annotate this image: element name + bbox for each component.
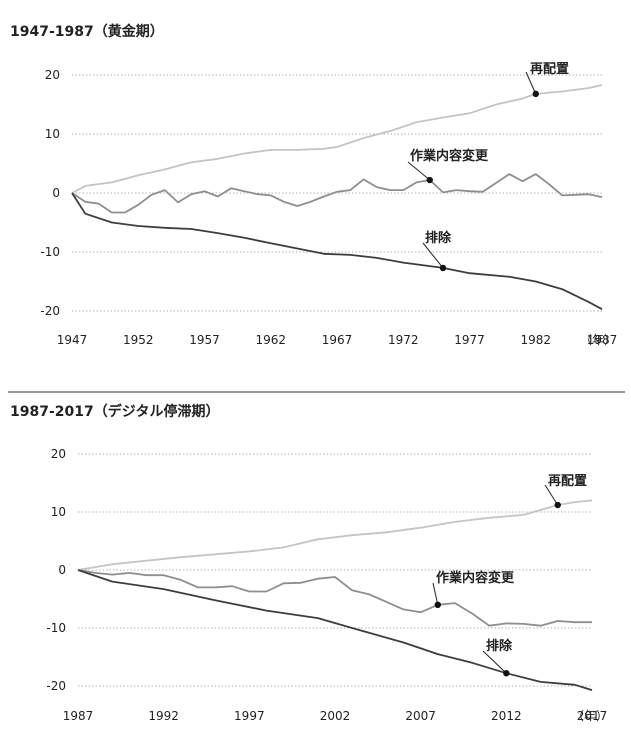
y-tick-label: 20: [51, 447, 66, 461]
x-tick-label: 1957: [189, 333, 220, 347]
y-tick-label: -20: [46, 679, 66, 693]
y-tick-label: 0: [52, 186, 60, 200]
label-leader-line: [525, 71, 537, 95]
x-tick-label: 1992: [148, 709, 179, 723]
panel-title: 1947-1987（黄金期）: [10, 23, 164, 40]
y-tick-label: -10: [46, 621, 66, 635]
series-line: [77, 569, 593, 691]
panel-title: 1987-2017（デジタル停滞期）: [10, 403, 219, 420]
x-tick-label: 1987: [587, 333, 618, 347]
gridlines: [78, 453, 592, 687]
x-tick-label: 1972: [388, 333, 419, 347]
x-tick-label: 2007: [405, 709, 436, 723]
x-tick-label: 1977: [454, 333, 485, 347]
x-tick-label: 1982: [520, 333, 551, 347]
x-tick-label: 2017: [577, 709, 608, 723]
series-lines: [71, 84, 603, 310]
series-label: 作業内容変更: [436, 570, 515, 586]
y-tick-label: -10: [40, 245, 60, 259]
x-axis-ticks: 1947 1952 1957 1962 1967 1972 1977 1982 1987: [57, 333, 618, 347]
x-tick-label: 1987: [63, 709, 94, 723]
y-tick-label: -20: [40, 304, 60, 318]
y-axis-ticks: 20 10 0 -10 -20: [46, 447, 66, 693]
y-tick-label: 20: [45, 68, 60, 82]
x-tick-label: 1997: [234, 709, 265, 723]
y-axis-ticks: 20 10 0 -10 -20: [40, 68, 60, 318]
label-leader-line: [432, 582, 439, 605]
series-line: [77, 499, 593, 571]
series-line: [77, 569, 592, 627]
x-tick-label: 2002: [320, 709, 351, 723]
series-marker-dot: [532, 90, 539, 98]
x-tick-label: 1967: [322, 333, 353, 347]
series-label: 再配置: [548, 474, 587, 489]
x-axis-unit: （年）: [580, 333, 616, 347]
series-marker-dot: [434, 601, 441, 608]
series-line: [71, 173, 603, 214]
label-leader-line: [422, 242, 444, 269]
series-marker-dot: [554, 501, 561, 509]
x-tick-label: 1962: [255, 333, 286, 347]
series-marker-dot: [426, 176, 433, 184]
label-leader-line: [482, 650, 507, 674]
label-leader-line: [407, 161, 431, 181]
y-tick-label: 10: [51, 505, 66, 519]
series-line: [71, 192, 603, 310]
series-line: [71, 84, 603, 194]
series-label: 再配置: [530, 62, 569, 77]
label-leader-line: [544, 484, 559, 506]
gridlines: [72, 74, 602, 312]
series-lines: [77, 499, 593, 691]
series-label: 作業内容変更: [410, 148, 489, 164]
x-tick-label: 2012: [491, 709, 522, 723]
x-axis-unit: （年）: [572, 709, 608, 723]
x-tick-label: 1947: [57, 333, 88, 347]
series-marker-dot: [503, 670, 510, 677]
y-tick-label: 10: [45, 127, 60, 141]
series-label: 排除: [425, 230, 452, 246]
y-tick-label: 0: [58, 563, 66, 577]
x-tick-label: 1952: [123, 333, 154, 347]
series-label: 排除: [486, 638, 513, 654]
x-axis-ticks: 1987 1992 1997 2002 2007 2012 2017: [63, 709, 608, 723]
series-marker-dot: [439, 264, 447, 272]
